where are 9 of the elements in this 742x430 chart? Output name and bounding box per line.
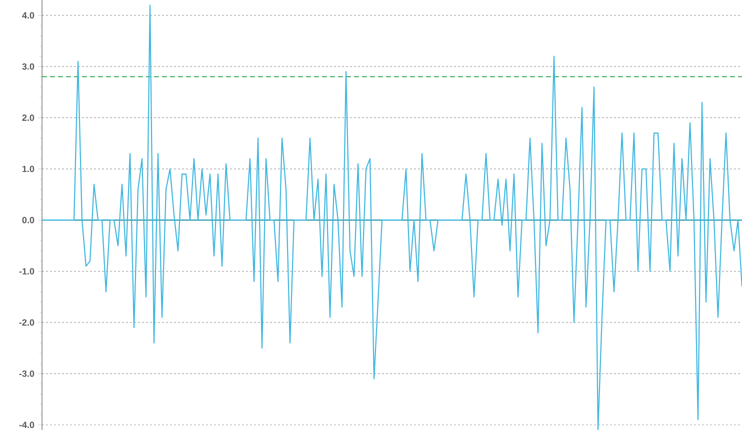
y-tick-label: -2.0 bbox=[19, 319, 34, 326]
y-tick-label: -1.0 bbox=[19, 268, 34, 274]
y-tick-label: 4.0 bbox=[22, 12, 34, 19]
y-tick-label: 2.0 bbox=[22, 114, 34, 121]
y-tick-label: -3.0 bbox=[19, 370, 34, 377]
y-tick-label: -4.0 bbox=[19, 422, 34, 428]
y-tick-label: 1.0 bbox=[22, 166, 34, 172]
y-tick-label: 0.0 bbox=[22, 216, 34, 224]
y-tick-label: 3.0 bbox=[22, 63, 34, 70]
